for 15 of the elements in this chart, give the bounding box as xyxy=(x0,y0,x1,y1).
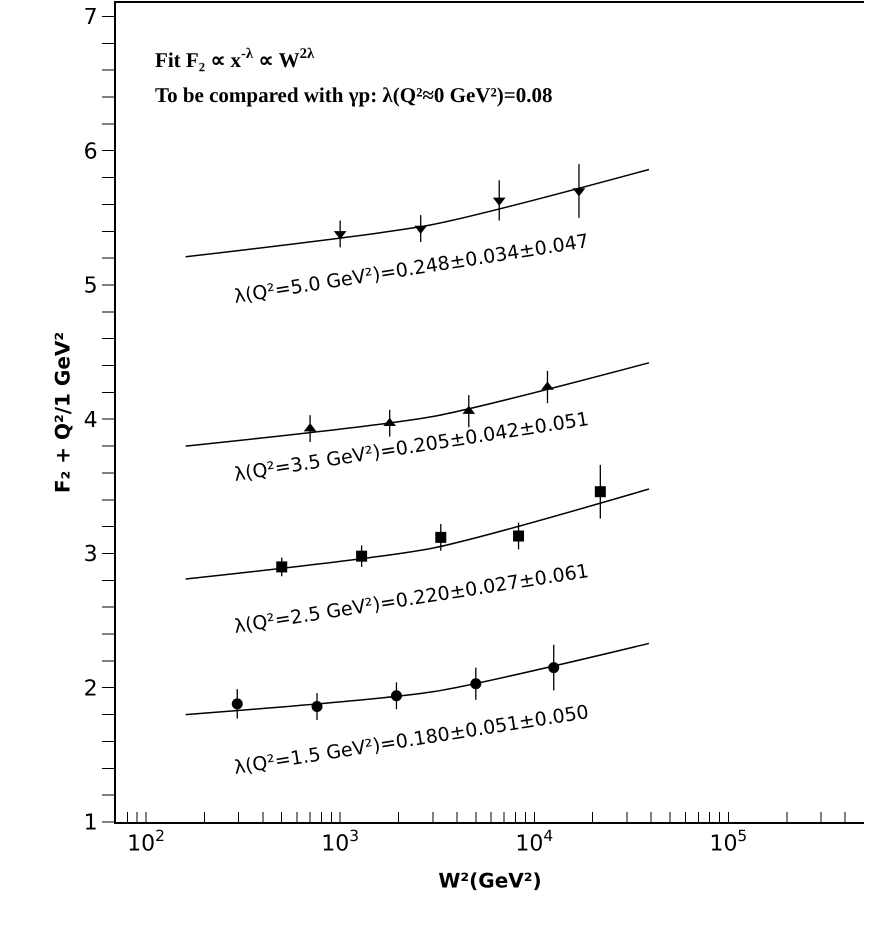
annotation: To be compared with γp: λ(Q²≈0 GeV²)=0.08 xyxy=(155,83,552,107)
y-tick-label: 2 xyxy=(84,676,98,702)
y-tick-label: 6 xyxy=(84,139,98,164)
x-axis-title: W²(GeV²) xyxy=(438,868,542,892)
y-tick-label: 3 xyxy=(84,542,98,568)
y-tick-label: 5 xyxy=(84,274,98,299)
x-tick-label: 10$^{3}$ xyxy=(321,827,360,856)
y-tick-label: 1 xyxy=(84,810,98,836)
x-tick-label: 10$^{2}$ xyxy=(127,827,165,856)
annotation: Fit F₂ ∝ x$^{-λ}$ ∝ W$^{2λ}$ xyxy=(155,46,315,72)
x-tick-label: 10$^{4}$ xyxy=(515,827,554,856)
y-tick-label: 4 xyxy=(84,408,98,433)
y-axis-title: F₂ + Q²/1 GeV² xyxy=(50,332,75,494)
y-tick-label: 7 xyxy=(84,5,98,30)
x-tick-label: 10$^{5}$ xyxy=(709,827,748,856)
